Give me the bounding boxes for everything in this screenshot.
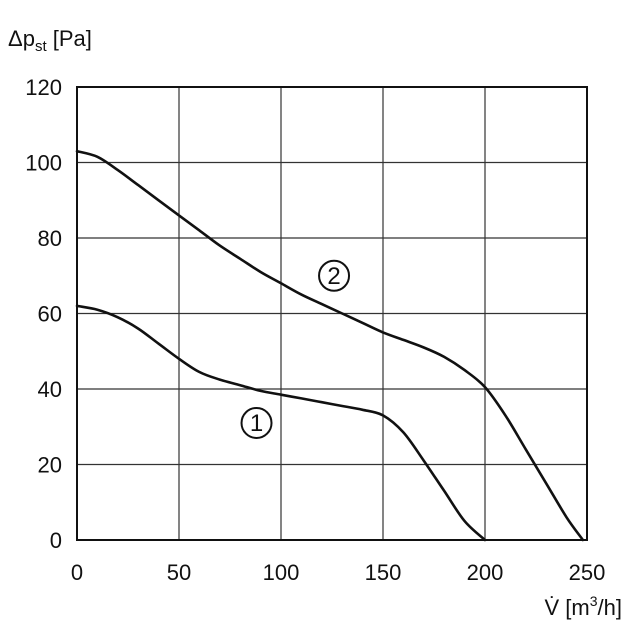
x-tick-label-0: 0 bbox=[71, 560, 83, 585]
x-tick-label-250: 250 bbox=[569, 560, 606, 585]
curve-annotations: 12 bbox=[240, 259, 351, 439]
x-tick-labels: 0 50 100 150 200 250 bbox=[71, 560, 605, 585]
curve-label-circle-1 bbox=[240, 406, 273, 439]
y-tick-label-120: 120 bbox=[25, 75, 62, 100]
curve-1 bbox=[75, 304, 487, 542]
x-axis-title: V̇ [m3/h] bbox=[545, 593, 623, 620]
curve-label-circle-2 bbox=[318, 259, 351, 292]
grid-lines bbox=[77, 87, 587, 540]
x-tick-label-50: 50 bbox=[167, 560, 191, 585]
y-tick-label-20: 20 bbox=[38, 453, 62, 478]
y-tick-label-0: 0 bbox=[50, 528, 62, 553]
y-tick-label-100: 100 bbox=[25, 151, 62, 176]
y-tick-label-60: 60 bbox=[38, 302, 62, 327]
y-tick-label-40: 40 bbox=[38, 377, 62, 402]
plot-frame bbox=[76, 86, 588, 541]
curve-label-2: 2 bbox=[318, 259, 351, 292]
curve-label-1: 1 bbox=[240, 406, 273, 439]
y-tick-label-80: 80 bbox=[38, 226, 62, 251]
series-curves bbox=[75, 149, 585, 542]
curve-label-text-1: 1 bbox=[250, 410, 263, 437]
x-tick-label-200: 200 bbox=[467, 560, 504, 585]
curve-label-text-2: 2 bbox=[327, 263, 340, 290]
x-tick-label-150: 150 bbox=[365, 560, 402, 585]
curve-2 bbox=[75, 149, 585, 542]
y-axis-title: Δpst [Pa] bbox=[8, 26, 92, 55]
y-tick-labels: 0 20 40 60 80 100 120 bbox=[25, 75, 62, 553]
x-tick-label-100: 100 bbox=[263, 560, 300, 585]
